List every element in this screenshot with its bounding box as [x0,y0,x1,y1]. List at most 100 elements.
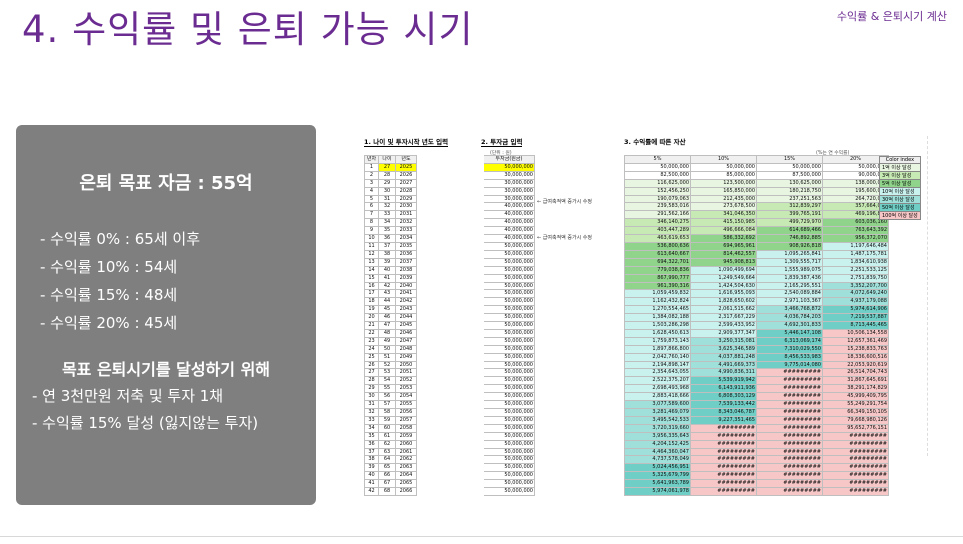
asset-cell: 1,839,387,436 [756,273,823,283]
age-cell: 38 [378,249,396,259]
table-row: 11 37 2035 50,000,000 [364,241,535,251]
legend-item: 1억 이상 달성 [879,163,921,172]
age-cell: 67 [378,479,396,489]
asset-cell: 15,238,833,763 [822,344,889,354]
year-cell: 1 [364,162,379,172]
age-cell: 53 [378,368,396,378]
legend-item: 10억 이상 달성 [879,187,921,196]
age-cell: 32 [378,202,396,212]
principal-cell: 30,000,000 [483,186,535,196]
asset-cell: 1,197,646,484 [822,241,889,251]
table-row: 29 55 2053 50,000,000 [364,384,535,394]
calendar-year-cell: 2039 [395,273,417,283]
asset-cell: 8,713,445,465 [822,321,889,330]
table-row: 1,059,459,832 1,616,955,093 2,540,089,884 4… [624,289,889,299]
year-cell: 34 [364,423,379,433]
principal-cell: 50,000,000 [483,162,535,172]
table-row: 1,897,866,800 3,625,346,589 7,310,029,550 1… [624,344,889,354]
table-row: 7 33 2031 40,000,000 [364,210,535,220]
calendar-year-cell: 2064 [395,471,417,481]
edit-note: ← 급여축적액 증가시 수정 [537,199,592,205]
asset-cell: 10,506,134,558 [822,328,889,338]
table-row: 10 36 2034 40,000,000 [364,234,535,243]
asset-cell: 2,883,418,666 [624,392,691,402]
table-row: 1,270,554,465 2,061,515,662 3,466,768,872 5… [624,305,889,315]
calendar-year-cell: 2049 [395,352,417,362]
table-row: 3,720,319,660 ######### ######### 95,652,77… [624,423,889,433]
table-row: 18 44 2042 50,000,000 [364,297,535,307]
year-cell: 29 [364,384,379,394]
asset-cell: 165,850,000 [690,186,757,196]
table-row: 30 56 2054 50,000,000 [364,392,535,402]
table-row: 17 43 2041 50,000,000 [364,289,535,299]
asset-cell: 4,204,152,425 [624,439,691,449]
principal-cell: 40,000,000 [483,210,535,220]
year-cell: 3 [364,178,379,188]
asset-cell: 3,720,319,660 [624,423,691,433]
age-cell: 59 [378,415,396,425]
year-cell: 23 [364,336,379,346]
age-cell: 64 [378,455,396,465]
asset-cell: 3,495,542,533 [624,415,691,425]
asset-cell: ######### [756,423,823,433]
table-row: 41 67 2065 50,000,000 [364,479,535,489]
year-cell: 21 [364,321,379,330]
table-row: 16 42 2040 50,000,000 [364,281,535,291]
table-row: 5 31 2029 30,000,000 [364,194,535,204]
year-cell: 19 [364,305,379,315]
age-cell: 51 [378,352,396,362]
table-row: 4,464,360,047 ######### ######### ######### [624,447,889,457]
rate-item: - 수익률 20% : 45세 [40,314,178,332]
asset-cell: 5,446,147,108 [756,328,823,338]
asset-cell: 1,759,873,143 [624,336,691,346]
table-row: 38 64 2062 50,000,000 [364,455,535,465]
age-cell: 52 [378,360,396,370]
calendar-year-cell: 2050 [395,360,417,370]
table-row: 31 57 2055 50,000,000 [364,400,535,409]
asset-cell: 613,640,667 [624,249,691,259]
col-header: 투자금(원금) [483,155,535,164]
asset-cell: 190,079,063 [624,194,691,204]
asset-cell: 1,555,989,075 [756,265,823,275]
goal-item: - 수익률 15% 달성 (잃지않는 투자) [32,414,259,432]
asset-cell: 2,061,515,662 [690,305,757,315]
principal-cell: 50,000,000 [483,265,535,275]
calendar-year-cell: 2048 [395,344,417,354]
principal-cell: 30,000,000 [483,194,535,204]
asset-cell: 180,218,750 [756,186,823,196]
table-row: 152,456,250 165,850,000 180,218,750 195,600… [624,186,889,196]
section-investment-input: 2. 투자금 입력 [481,138,523,147]
age-cell: 31 [378,194,396,204]
asset-cell: 8,343,046,787 [690,408,757,417]
asset-cell: ######### [690,455,757,465]
table-row: 1 27 2025 50,000,000 [364,162,535,172]
asset-cell: 3,625,346,589 [690,344,757,354]
asset-cell: 2,317,667,229 [690,313,757,323]
principal-cell: 40,000,000 [483,218,535,228]
year-cell: 2 [364,170,379,180]
year-cell: 38 [364,455,379,465]
age-cell: 60 [378,423,396,433]
asset-cell: 746,892,885 [756,234,823,243]
legend-item: 3억 이상 달성 [879,171,921,180]
principal-cell: 50,000,000 [483,400,535,409]
asset-cell: 4,990,836,311 [690,368,757,378]
asset-cell: 50,000,000 [690,162,757,172]
calendar-year-cell: 2059 [395,431,417,441]
principal-cell: 50,000,000 [483,463,535,473]
goal-item: - 연 3천만원 저축 및 투자 1채 [32,387,224,405]
asset-cell: ######### [690,487,757,496]
asset-cell: 4,036,784,203 [756,313,823,323]
asset-cell: ######### [690,439,757,449]
calendar-year-cell: 2065 [395,479,417,489]
principal-cell: 50,000,000 [483,305,535,315]
asset-cell: 9,775,014,080 [756,360,823,370]
asset-cell: ######### [756,479,823,489]
asset-cell: 237,251,563 [756,194,823,204]
table-row: 19 45 2043 50,000,000 [364,305,535,315]
principal-cell: 40,000,000 [483,226,535,236]
table-row: 2,194,898,147 4,491,669,373 9,775,014,080 2… [624,360,889,370]
table-row: 3,956,335,643 ######### ######### ######### [624,431,889,441]
asset-cell: ######### [756,408,823,417]
asset-cell: ######### [690,447,757,457]
